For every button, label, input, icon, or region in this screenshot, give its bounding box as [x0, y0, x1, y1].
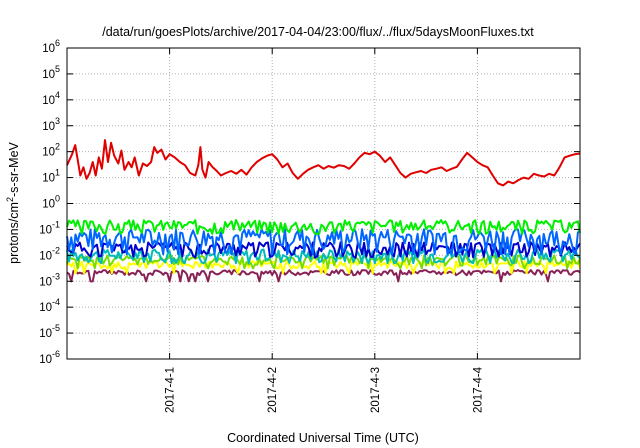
y-tick-label: 102	[42, 142, 60, 159]
y-tick-label: 106	[42, 38, 60, 55]
series-line	[66, 219, 581, 235]
y-axis: 10-6 10-5 10-4 10-3 10-2 10-1 100 101 102 103 104 1…	[39, 38, 580, 366]
series-line	[66, 139, 581, 187]
y-tick-label: 10-2	[39, 245, 60, 262]
x-tick-label: 2017-4-3	[370, 367, 382, 413]
x-tick-label: 2017-4-2	[267, 367, 279, 413]
plot-frame	[66, 47, 581, 360]
y-tick-label: 10-3	[39, 271, 60, 288]
x-axis-title: Coordinated Universal Time (UTC)	[227, 431, 419, 445]
y-tick-label: 103	[42, 116, 60, 133]
series-line	[66, 269, 581, 283]
series-line	[66, 254, 581, 270]
grid	[67, 48, 580, 359]
y-tick-label: 100	[42, 194, 60, 211]
series-group	[66, 139, 581, 283]
y-tick-label: 10-1	[39, 219, 60, 236]
series-line	[66, 228, 581, 256]
y-tick-label: 10-6	[39, 349, 60, 366]
y-axis-title: protons/cm2-s-sr-MeV	[5, 141, 21, 263]
y-tick-label: 101	[42, 168, 60, 185]
y-tick-label: 10-4	[39, 297, 60, 314]
y-tick-label: 105	[42, 64, 60, 81]
y-tick-label: 10-5	[39, 323, 60, 340]
chart-title: /data/run/goesPlots/archive/2017-04-04/2…	[102, 25, 534, 39]
x-tick-label: 2017-4-1	[165, 367, 177, 413]
y-tick-label: 104	[42, 90, 60, 107]
x-axis: 2017-4-1 2017-4-2 2017-4-3 2017-4-4	[165, 48, 484, 413]
x-tick-label: 2017-4-4	[472, 366, 484, 413]
